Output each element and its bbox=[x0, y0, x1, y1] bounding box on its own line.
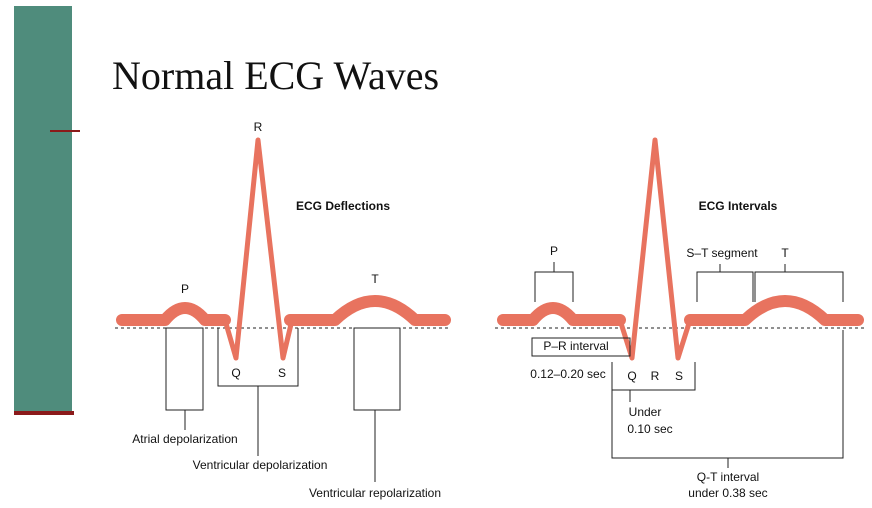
bracket bbox=[611, 362, 696, 402]
label: P bbox=[181, 282, 189, 296]
label: S bbox=[675, 369, 683, 383]
label: S–T segment bbox=[686, 246, 758, 260]
annotation: P–R interval bbox=[543, 339, 608, 353]
heading: ECG Deflections bbox=[296, 199, 390, 213]
label: T bbox=[781, 246, 789, 260]
sidebar-edge bbox=[14, 411, 74, 415]
label: S bbox=[278, 366, 286, 380]
waveform bbox=[116, 295, 451, 326]
qrs-complex bbox=[617, 137, 693, 361]
label: Q bbox=[231, 366, 240, 380]
heading: ECG Intervals bbox=[699, 199, 778, 213]
annotation: Q-T interval bbox=[697, 470, 759, 484]
bracket bbox=[696, 264, 754, 302]
intervals-diagram: ECG Intervals P S–T segment T Q R S P–R … bbox=[495, 137, 865, 500]
annotation: under 0.38 sec bbox=[688, 486, 767, 500]
bracket bbox=[611, 330, 844, 468]
annotation: 0.10 sec bbox=[627, 422, 672, 436]
annotation: Under bbox=[629, 405, 662, 419]
bracket bbox=[531, 337, 631, 357]
label: P bbox=[550, 244, 558, 258]
label: R bbox=[651, 369, 660, 383]
qrs-complex bbox=[222, 137, 295, 361]
annotation: Ventricular depolarization bbox=[193, 458, 328, 472]
title: Normal ECG Waves bbox=[112, 53, 439, 98]
bracket bbox=[353, 327, 401, 411]
annotation: Atrial depolarization bbox=[132, 432, 237, 446]
annotation: Ventricular repolarization bbox=[309, 486, 441, 500]
bracket bbox=[754, 264, 844, 302]
annotation: 0.12–0.20 sec bbox=[530, 367, 605, 381]
label: T bbox=[371, 272, 379, 286]
bracket bbox=[534, 262, 574, 302]
label: R bbox=[254, 120, 263, 134]
bracket bbox=[165, 327, 204, 411]
deflections-diagram: ECG Deflections R P T Q S Atrial depolar… bbox=[115, 120, 451, 500]
bracket bbox=[217, 328, 299, 456]
waveform bbox=[497, 295, 864, 326]
sidebar bbox=[14, 6, 72, 412]
label: Q bbox=[627, 369, 636, 383]
